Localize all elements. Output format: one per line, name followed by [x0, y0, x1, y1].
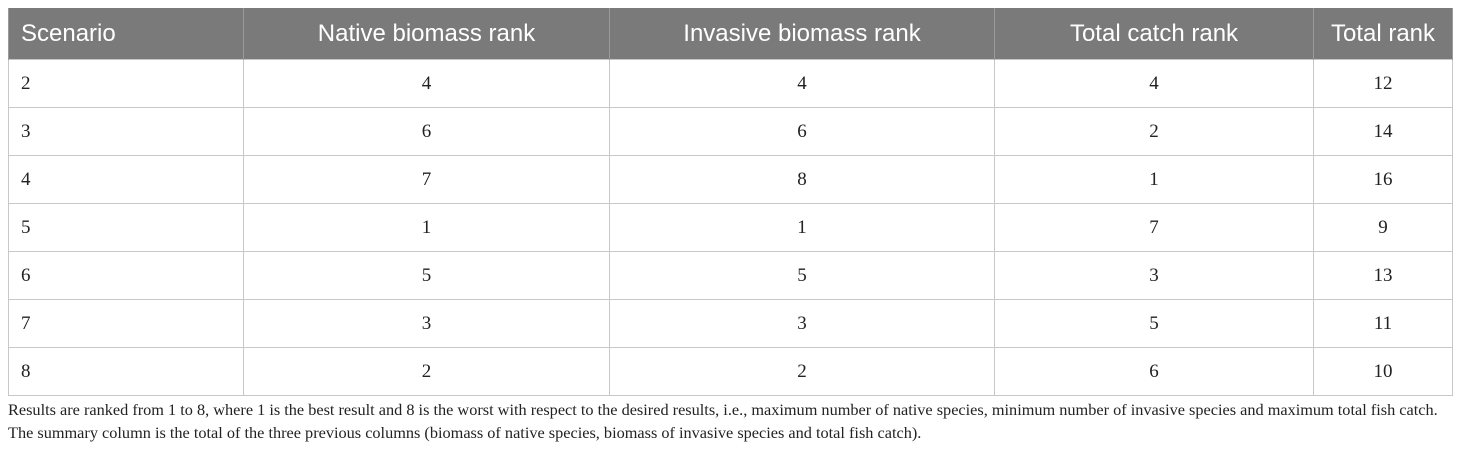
- cell-native-biomass-rank: 2: [243, 347, 610, 396]
- ranking-table: Scenario Native biomass rank Invasive bi…: [8, 8, 1453, 396]
- cell-total-rank: 11: [1313, 299, 1453, 348]
- cell-invasive-biomass-rank: 1: [609, 203, 995, 252]
- table-row: 6 5 5 3 13: [8, 251, 1453, 300]
- header-native-biomass-rank: Native biomass rank: [243, 8, 610, 60]
- cell-native-biomass-rank: 3: [243, 299, 610, 348]
- cell-total-catch-rank: 5: [994, 299, 1314, 348]
- header-total-rank: Total rank: [1313, 8, 1453, 60]
- cell-total-rank: 9: [1313, 203, 1453, 252]
- table-header-row: Scenario Native biomass rank Invasive bi…: [8, 8, 1453, 60]
- cell-invasive-biomass-rank: 5: [609, 251, 995, 300]
- cell-native-biomass-rank: 4: [243, 59, 610, 108]
- cell-total-catch-rank: 4: [994, 59, 1314, 108]
- table-row: 3 6 6 2 14: [8, 107, 1453, 156]
- cell-invasive-biomass-rank: 8: [609, 155, 995, 204]
- cell-total-catch-rank: 2: [994, 107, 1314, 156]
- table-row: 2 4 4 4 12: [8, 59, 1453, 108]
- header-invasive-biomass-rank: Invasive biomass rank: [609, 8, 995, 60]
- ranking-table-container: Scenario Native biomass rank Invasive bi…: [8, 8, 1453, 396]
- cell-scenario: 6: [8, 251, 244, 300]
- table-row: 5 1 1 7 9: [8, 203, 1453, 252]
- cell-invasive-biomass-rank: 3: [609, 299, 995, 348]
- cell-total-rank: 14: [1313, 107, 1453, 156]
- cell-native-biomass-rank: 7: [243, 155, 610, 204]
- cell-scenario: 4: [8, 155, 244, 204]
- cell-scenario: 7: [8, 299, 244, 348]
- header-scenario: Scenario: [8, 8, 244, 60]
- cell-total-catch-rank: 3: [994, 251, 1314, 300]
- cell-scenario: 5: [8, 203, 244, 252]
- table-row: 8 2 2 6 10: [8, 347, 1453, 396]
- cell-total-catch-rank: 1: [994, 155, 1314, 204]
- cell-native-biomass-rank: 1: [243, 203, 610, 252]
- header-total-catch-rank: Total catch rank: [994, 8, 1314, 60]
- cell-native-biomass-rank: 6: [243, 107, 610, 156]
- cell-total-rank: 10: [1313, 347, 1453, 396]
- table-footnote: Results are ranked from 1 to 8, where 1 …: [8, 400, 1438, 442]
- cell-invasive-biomass-rank: 4: [609, 59, 995, 108]
- table-row: 4 7 8 1 16: [8, 155, 1453, 204]
- cell-total-catch-rank: 7: [994, 203, 1314, 252]
- cell-invasive-biomass-rank: 2: [609, 347, 995, 396]
- cell-scenario: 8: [8, 347, 244, 396]
- cell-scenario: 2: [8, 59, 244, 108]
- cell-scenario: 3: [8, 107, 244, 156]
- table-row: 7 3 3 5 11: [8, 299, 1453, 348]
- cell-total-rank: 16: [1313, 155, 1453, 204]
- cell-invasive-biomass-rank: 6: [609, 107, 995, 156]
- cell-total-catch-rank: 6: [994, 347, 1314, 396]
- cell-total-rank: 13: [1313, 251, 1453, 300]
- cell-total-rank: 12: [1313, 59, 1453, 108]
- cell-native-biomass-rank: 5: [243, 251, 610, 300]
